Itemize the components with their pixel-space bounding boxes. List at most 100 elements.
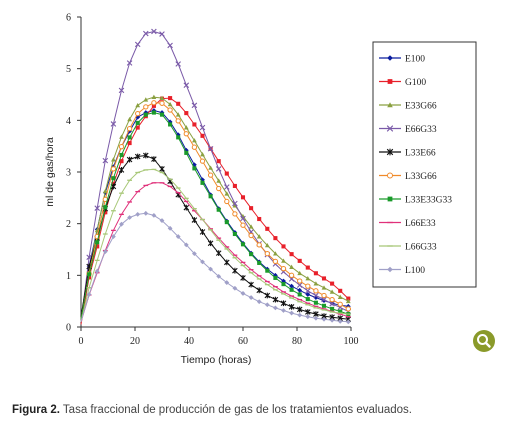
zoom-magnifier-button[interactable] — [473, 330, 495, 352]
data-point — [199, 124, 206, 131]
y-tick-label: 1 — [66, 271, 71, 282]
data-point — [345, 306, 351, 312]
data-point — [199, 229, 206, 235]
data-point — [119, 152, 124, 157]
data-point — [297, 278, 303, 284]
data-point — [87, 272, 92, 277]
data-point — [313, 281, 319, 286]
data-point — [321, 276, 327, 281]
data-point — [159, 100, 165, 106]
data-point — [337, 301, 343, 307]
series-line — [80, 154, 349, 320]
series-L33E33G33 — [80, 110, 351, 320]
data-point — [289, 287, 294, 292]
data-point — [151, 100, 157, 106]
data-point — [215, 166, 222, 172]
data-point — [273, 305, 278, 311]
data-point — [224, 220, 229, 225]
figure-caption-label: Figura 2. — [12, 404, 60, 416]
data-point — [321, 285, 327, 290]
data-point — [216, 178, 222, 183]
data-point — [313, 292, 319, 299]
legend-label: L33E66 — [405, 149, 436, 159]
data-point — [387, 266, 393, 273]
data-point — [167, 101, 173, 107]
data-point — [313, 315, 319, 321]
data-point — [297, 258, 302, 263]
data-point — [94, 205, 100, 211]
data-point — [289, 264, 294, 269]
data-point — [232, 183, 237, 188]
data-point — [118, 167, 125, 173]
data-point — [386, 148, 394, 156]
data-point — [265, 226, 270, 231]
data-point — [102, 157, 109, 164]
data-point — [135, 211, 141, 217]
x-tick-label: 40 — [184, 336, 194, 347]
series-L33G66 — [80, 100, 351, 320]
data-point — [135, 120, 140, 125]
x-tick-label: 60 — [238, 336, 248, 347]
data-point — [321, 316, 327, 322]
data-point — [86, 292, 92, 297]
data-point — [345, 298, 351, 304]
series-line — [80, 109, 349, 322]
data-point — [95, 240, 100, 245]
data-point — [272, 258, 279, 265]
data-point — [313, 271, 318, 276]
data-point — [127, 215, 132, 220]
data-point — [183, 125, 189, 130]
data-point — [159, 31, 165, 37]
data-point — [176, 101, 181, 106]
legend-label: L100 — [405, 266, 425, 276]
data-point — [151, 110, 156, 115]
data-point — [264, 302, 270, 308]
y-tick-label: 6 — [66, 13, 71, 24]
data-point — [119, 134, 124, 139]
data-point — [224, 259, 230, 266]
data-point — [192, 122, 197, 127]
x-tick-label: 20 — [130, 336, 140, 347]
data-point — [135, 110, 141, 117]
data-point — [289, 252, 294, 257]
data-point — [126, 60, 133, 66]
legend-label: L66G33 — [405, 243, 437, 253]
data-point — [127, 116, 132, 122]
data-point — [224, 171, 229, 176]
data-point — [167, 225, 173, 231]
data-point — [159, 95, 165, 101]
data-point — [167, 107, 173, 113]
data-point — [207, 240, 214, 247]
data-point — [249, 252, 254, 257]
data-point — [208, 194, 213, 199]
data-point — [216, 185, 222, 192]
legend-label: L33E33G33 — [405, 196, 452, 206]
data-point — [118, 144, 125, 150]
data-point — [386, 125, 394, 132]
data-point — [200, 152, 205, 157]
data-point — [296, 282, 303, 288]
data-point — [110, 121, 117, 127]
data-point — [207, 145, 214, 152]
legend-label: E100 — [405, 55, 425, 65]
legend-entry: L66E33 — [379, 219, 436, 229]
data-point — [118, 87, 125, 94]
data-point — [248, 281, 254, 288]
data-point — [256, 234, 262, 239]
legend-label: G100 — [405, 78, 426, 88]
legend-label: L33G66 — [405, 172, 437, 182]
figure-caption-text: Tasa fraccional de producción de gas de … — [59, 404, 412, 416]
data-point — [313, 288, 319, 294]
data-point — [119, 221, 124, 227]
data-point — [119, 159, 124, 164]
series-L100 — [80, 210, 351, 325]
data-point — [256, 242, 262, 248]
legend-entry: E100 — [379, 55, 425, 65]
data-point — [199, 158, 206, 164]
data-point — [159, 166, 165, 172]
data-point — [134, 41, 141, 48]
data-point — [224, 191, 230, 196]
data-point — [257, 260, 262, 265]
data-point — [264, 292, 271, 299]
data-point — [281, 278, 286, 284]
